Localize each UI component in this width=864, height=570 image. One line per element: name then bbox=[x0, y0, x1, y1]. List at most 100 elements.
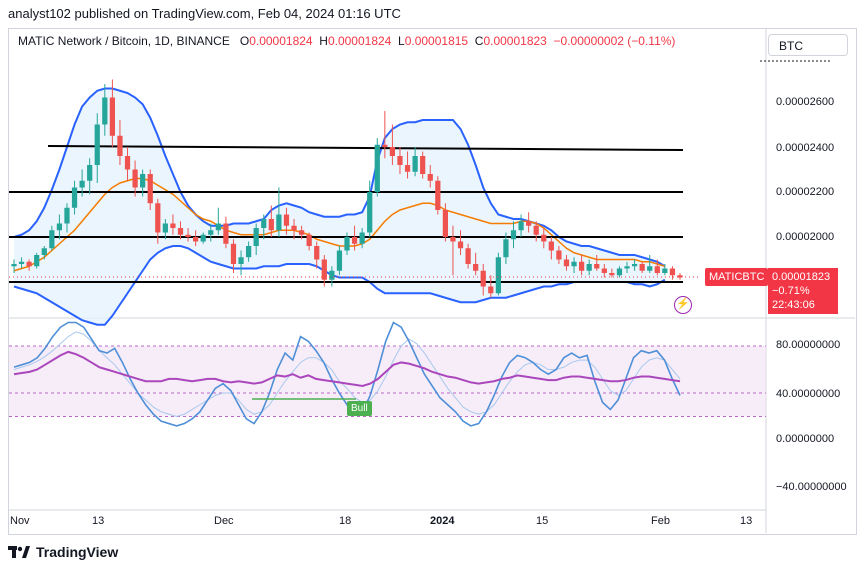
high-value: 0.00001824 bbox=[327, 34, 392, 48]
high-label: H bbox=[319, 34, 328, 48]
candle bbox=[563, 255, 570, 271]
candle-body bbox=[49, 230, 55, 249]
footer-brand[interactable]: TradingView bbox=[8, 544, 118, 560]
brand-name: TradingView bbox=[36, 544, 119, 560]
candle bbox=[132, 160, 138, 197]
price-axis-label: 0.00002200 bbox=[776, 186, 835, 198]
candle bbox=[109, 79, 116, 147]
close-value: 0.00001823 bbox=[483, 34, 547, 48]
candle bbox=[586, 259, 592, 276]
candle bbox=[412, 147, 418, 177]
candle bbox=[488, 275, 494, 298]
candle bbox=[503, 232, 509, 264]
candle bbox=[404, 151, 411, 179]
candle-body bbox=[518, 221, 524, 231]
candle-body bbox=[124, 156, 131, 170]
candle bbox=[442, 203, 449, 242]
symbol-tag: MATICBTC bbox=[705, 268, 769, 286]
candle bbox=[374, 138, 380, 197]
candle bbox=[79, 169, 85, 197]
candle bbox=[397, 147, 403, 174]
candle bbox=[276, 187, 282, 237]
candle bbox=[11, 259, 17, 273]
overbought-oversold-band bbox=[9, 346, 766, 417]
candle bbox=[669, 266, 676, 280]
last-price-box: 0.00001823 −0.71% 22:43:06 bbox=[768, 268, 838, 314]
candle bbox=[662, 264, 668, 276]
candle-body bbox=[26, 261, 32, 267]
candle bbox=[321, 255, 327, 287]
candle-body bbox=[488, 286, 494, 294]
candle-body bbox=[321, 259, 327, 280]
candle-body bbox=[669, 268, 676, 276]
candle-body bbox=[473, 264, 479, 271]
candle-body bbox=[404, 165, 411, 172]
symbol-title: MATIC Network / Bitcoin, 1D, BINANCE bbox=[18, 34, 230, 48]
candle bbox=[548, 237, 554, 260]
candle bbox=[435, 176, 441, 215]
candle-body bbox=[268, 219, 274, 231]
low-value: 0.00001815 bbox=[404, 34, 469, 48]
candle bbox=[510, 221, 517, 249]
candle bbox=[170, 214, 176, 235]
candle-body bbox=[283, 214, 290, 226]
price-axis-label: 0.00002000 bbox=[776, 231, 835, 243]
candle bbox=[147, 169, 153, 210]
lightning-icon[interactable]: ⚡ bbox=[674, 296, 692, 314]
candle bbox=[367, 180, 373, 237]
candle bbox=[336, 246, 343, 276]
candle bbox=[223, 216, 229, 249]
candle bbox=[533, 221, 539, 242]
candle-body bbox=[374, 144, 380, 192]
candle-body bbox=[87, 165, 93, 181]
candle bbox=[465, 243, 471, 269]
candle-body bbox=[276, 214, 282, 231]
candle-body bbox=[298, 230, 305, 235]
candle bbox=[208, 223, 214, 242]
candle-body bbox=[609, 273, 615, 276]
candle-body bbox=[442, 210, 449, 237]
osc-axis-label: −40.00000000 bbox=[776, 481, 847, 493]
candle-body bbox=[495, 257, 501, 294]
candle-body bbox=[548, 241, 554, 251]
oscillator-bands bbox=[9, 345, 766, 417]
candle-body bbox=[336, 250, 343, 271]
candle-body bbox=[200, 234, 206, 242]
candle-body bbox=[253, 228, 259, 246]
candle-body bbox=[41, 248, 47, 255]
candle-body bbox=[382, 144, 388, 147]
candle-body bbox=[177, 228, 184, 235]
candle bbox=[117, 120, 123, 165]
candle bbox=[71, 180, 78, 215]
candle bbox=[124, 147, 131, 181]
candle-body bbox=[450, 237, 456, 242]
bull-label: Bull bbox=[347, 401, 372, 416]
candle-body bbox=[465, 248, 471, 264]
candle-body bbox=[541, 234, 547, 242]
bollinger-upper bbox=[13, 87, 666, 268]
candle-body bbox=[631, 264, 638, 267]
candle-body bbox=[215, 223, 221, 231]
published-by: analyst102 published on TradingView.com,… bbox=[8, 6, 401, 21]
candle bbox=[601, 264, 607, 278]
candle bbox=[556, 246, 562, 264]
candle-body bbox=[677, 275, 683, 278]
candle-body bbox=[578, 261, 585, 271]
candle-body bbox=[34, 255, 40, 267]
candle-body bbox=[594, 264, 600, 269]
tradingview-logo-icon bbox=[8, 546, 30, 558]
candle-body bbox=[624, 266, 630, 269]
change-value: −0.00000002 (−0.11%) bbox=[553, 34, 676, 48]
osc-axis-label: 0.00000000 bbox=[776, 433, 835, 445]
candle-body bbox=[639, 264, 645, 271]
currency-selector[interactable]: BTC bbox=[768, 34, 848, 56]
candle bbox=[253, 223, 259, 255]
time-axis-label: 13 bbox=[740, 515, 753, 527]
candle bbox=[359, 228, 365, 249]
candle-body bbox=[526, 221, 532, 226]
candle bbox=[578, 255, 585, 276]
candle-body bbox=[223, 223, 229, 244]
candle-body bbox=[140, 174, 146, 188]
candlesticks bbox=[11, 79, 683, 298]
candle-body bbox=[435, 180, 441, 210]
